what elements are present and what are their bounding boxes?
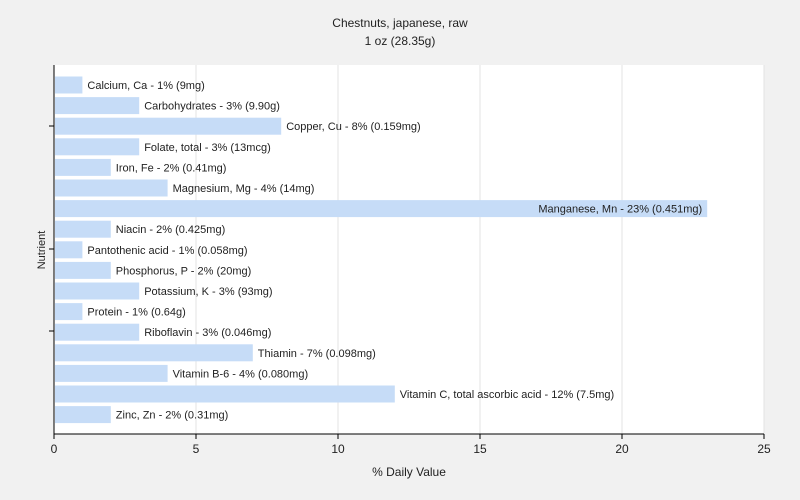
x-tick-label: 10 xyxy=(331,442,345,456)
bar-label: Potassium, K - 3% (93mg) xyxy=(144,286,272,298)
bar-label: Carbohydrates - 3% (9.90g) xyxy=(144,101,280,113)
bar-label: Niacin - 2% (0.425mg) xyxy=(116,224,225,236)
chart-subtitle: 1 oz (28.35g) xyxy=(365,34,436,48)
bar xyxy=(55,220,111,238)
bar-label: Riboflavin - 3% (0.046mg) xyxy=(144,327,271,339)
bar xyxy=(55,261,111,279)
bar-label: Magnesium, Mg - 4% (14mg) xyxy=(173,183,315,195)
bar-label: Copper, Cu - 8% (0.159mg) xyxy=(286,121,421,133)
bar xyxy=(55,97,140,115)
bar-label: Folate, total - 3% (13mcg) xyxy=(144,142,271,154)
axes: 0 5 10 15 20 25 xyxy=(49,65,771,456)
bar xyxy=(55,241,83,259)
bar-label: Zinc, Zn - 2% (0.31mg) xyxy=(116,410,228,422)
bar-label: Protein - 1% (0.64g) xyxy=(87,307,185,319)
bar xyxy=(55,323,140,341)
bars: Calcium, Ca - 1% (9mg) Carbohydrates - 3%… xyxy=(55,76,708,424)
x-tick-label: 0 xyxy=(51,442,58,456)
bar xyxy=(55,117,282,135)
bar xyxy=(55,303,83,321)
x-tick-label: 25 xyxy=(757,442,771,456)
bar-label: Vitamin B-6 - 4% (0.080mg) xyxy=(173,368,309,380)
y-axis-label: Nutrient xyxy=(36,231,48,270)
bar-label: Manganese, Mn - 23% (0.451mg) xyxy=(538,204,702,216)
bar xyxy=(55,76,83,94)
bar xyxy=(55,406,111,424)
bar xyxy=(55,179,168,197)
bar-label: Vitamin C, total ascorbic acid - 12% (7.… xyxy=(400,389,614,401)
x-axis-label: % Daily Value xyxy=(372,465,446,479)
bar xyxy=(55,344,253,362)
bar xyxy=(55,282,140,300)
bar xyxy=(55,158,111,176)
bar-label: Iron, Fe - 2% (0.41mg) xyxy=(116,162,227,174)
chart-title: Chestnuts, japanese, raw xyxy=(332,16,468,30)
bar xyxy=(55,138,140,156)
bar xyxy=(55,200,708,218)
bar xyxy=(55,385,395,403)
bar-label: Phosphorus, P - 2% (20mg) xyxy=(116,265,252,277)
x-tick-label: 5 xyxy=(193,442,200,456)
x-tick-label: 20 xyxy=(615,442,629,456)
bar-label: Thiamin - 7% (0.098mg) xyxy=(258,348,376,360)
bar xyxy=(55,364,168,382)
x-tick-label: 15 xyxy=(473,442,487,456)
bar-label: Calcium, Ca - 1% (9mg) xyxy=(87,80,204,92)
bar-label: Pantothenic acid - 1% (0.058mg) xyxy=(87,245,247,257)
